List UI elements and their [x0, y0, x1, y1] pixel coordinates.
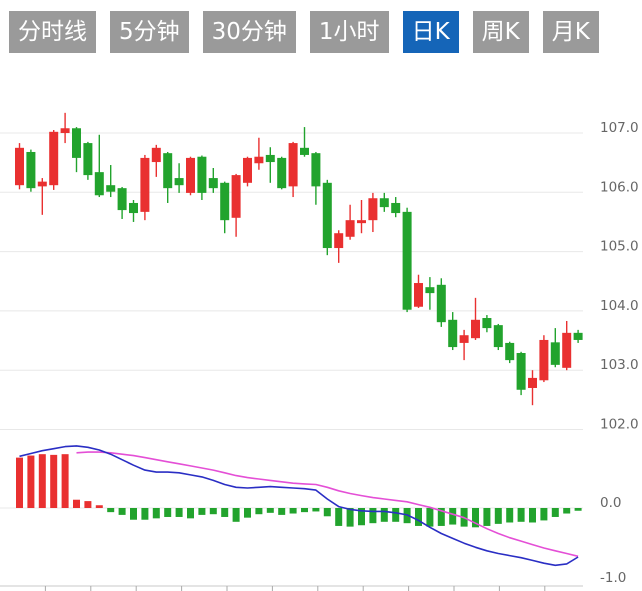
svg-text:107.0: 107.0 [600, 120, 639, 136]
timeframe-toolbar: 分时线 5分钟 30分钟 1小时 日K 周K 月K [9, 11, 599, 53]
tab-daily-k[interactable]: 日K [402, 11, 459, 53]
svg-text:104.0: 104.0 [600, 298, 639, 314]
svg-text:0.0: 0.0 [600, 495, 621, 511]
tab-1hour[interactable]: 1小时 [309, 11, 389, 53]
svg-text:106.0: 106.0 [600, 179, 639, 195]
tab-5min[interactable]: 5分钟 [110, 11, 189, 53]
tab-weekly-k[interactable]: 周K [472, 11, 529, 53]
price-axis-labels: 107.0 106.0 105.0 104.0 103.0 102.0 0.0 -1.0 [600, 120, 639, 586]
x-axis [0, 585, 583, 591]
tab-time-line[interactable]: 分时线 [9, 11, 96, 53]
svg-text:102.0: 102.0 [600, 417, 639, 433]
tab-30min[interactable]: 30分钟 [202, 11, 296, 53]
svg-text:-1.0: -1.0 [600, 570, 626, 586]
macd-line-dif [19, 445, 579, 567]
macd-histogram [16, 454, 582, 528]
macd-line-dea [76, 451, 579, 558]
candles-group [15, 112, 583, 406]
tab-monthly-k[interactable]: 月K [542, 11, 599, 53]
svg-text:105.0: 105.0 [600, 239, 639, 255]
svg-text:103.0: 103.0 [600, 357, 639, 373]
